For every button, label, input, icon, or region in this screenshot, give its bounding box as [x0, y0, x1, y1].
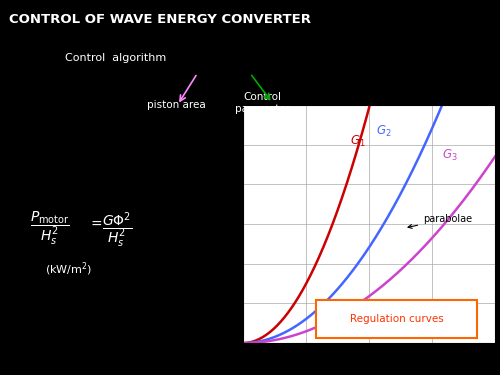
X-axis label: $\dfrac{\Phi}{H_s}$ (kN/m): $\dfrac{\Phi}{H_s}$ (kN/m): [340, 368, 397, 375]
Text: $=$: $=$: [88, 216, 102, 229]
Text: CONTROL OF WAVE ENERGY CONVERTER: CONTROL OF WAVE ENERGY CONVERTER: [10, 13, 312, 26]
Text: parabolae: parabolae: [408, 214, 472, 228]
FancyBboxPatch shape: [316, 300, 478, 338]
Text: Regulation curves: Regulation curves: [350, 314, 444, 324]
Text: piston area: piston area: [147, 100, 206, 109]
Text: $G_3$: $G_3$: [442, 148, 458, 163]
Text: $q(t) = S_c^2 G\, \Delta p$: $q(t) = S_c^2 G\, \Delta p$: [192, 47, 280, 67]
Text: $(\mathrm{kW/m}^2)$: $(\mathrm{kW/m}^2)$: [45, 261, 92, 278]
Text: $\dfrac{G\Phi^2}{H_s^2}$: $\dfrac{G\Phi^2}{H_s^2}$: [102, 210, 133, 249]
Text: Control
parameter: Control parameter: [234, 92, 290, 114]
Text: $\Phi = S_c \Delta p = $ piston  force: $\Phi = S_c \Delta p = $ piston force: [46, 125, 184, 139]
Text: $G_1$: $G_1$: [350, 134, 366, 149]
Text: $G_2$: $G_2$: [376, 124, 392, 139]
Text: $P_{\mathrm{motor}} = q\,\Delta p = G\Phi^2$: $P_{\mathrm{motor}} = q\,\Delta p = G\Ph…: [65, 155, 170, 173]
Text: $\dfrac{P_{\mathrm{motor}}}{H_s^2}$: $\dfrac{P_{\mathrm{motor}}}{H_s^2}$: [30, 210, 70, 248]
Text: Control  algorithm: Control algorithm: [65, 53, 166, 63]
